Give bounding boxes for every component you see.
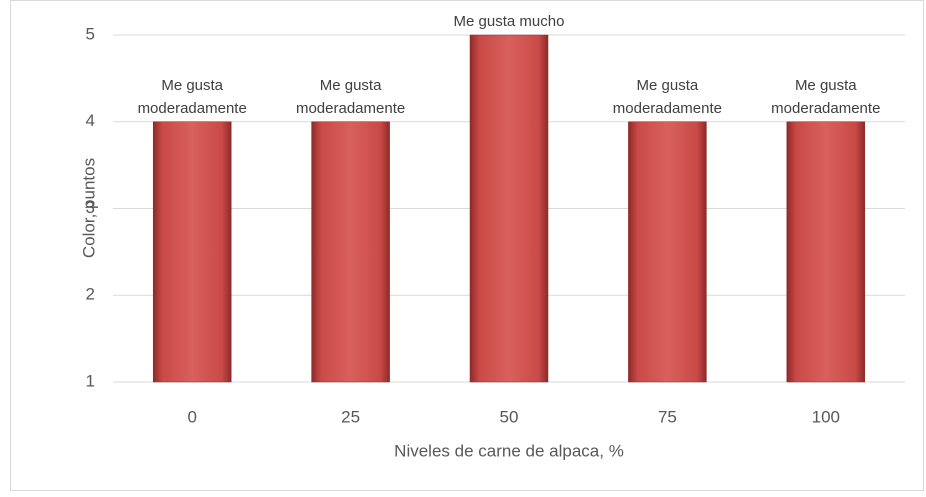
y-axis-title: Color, puntos [79, 158, 98, 258]
y-tick-label: 4 [86, 111, 95, 130]
bar [469, 34, 549, 383]
chart-border [10, 0, 924, 491]
y-tick-label: 1 [86, 371, 95, 390]
x-tick-label: 0 [187, 407, 196, 426]
data-label: Me gusta moderadamente [771, 76, 881, 117]
x-tick-label: 25 [341, 407, 360, 426]
y-tick-label: 5 [86, 24, 95, 43]
data-label: Me gusta mucho [453, 13, 565, 30]
bar [311, 121, 390, 383]
x-axis-title: Niveles de carne de alpaca, % [394, 441, 624, 460]
x-tick-label: 75 [658, 407, 677, 426]
bar [786, 121, 866, 383]
x-tick-label: 100 [812, 407, 840, 426]
y-tick-label: 2 [86, 285, 95, 304]
data-label: Me gusta moderadamente [137, 76, 247, 117]
data-label: Me gusta moderadamente [612, 76, 722, 117]
bar [628, 121, 707, 383]
x-tick-label: 50 [500, 407, 519, 426]
bar [152, 121, 232, 383]
y-tick-label: 3 [86, 198, 95, 217]
data-label: Me gusta moderadamente [295, 76, 406, 117]
